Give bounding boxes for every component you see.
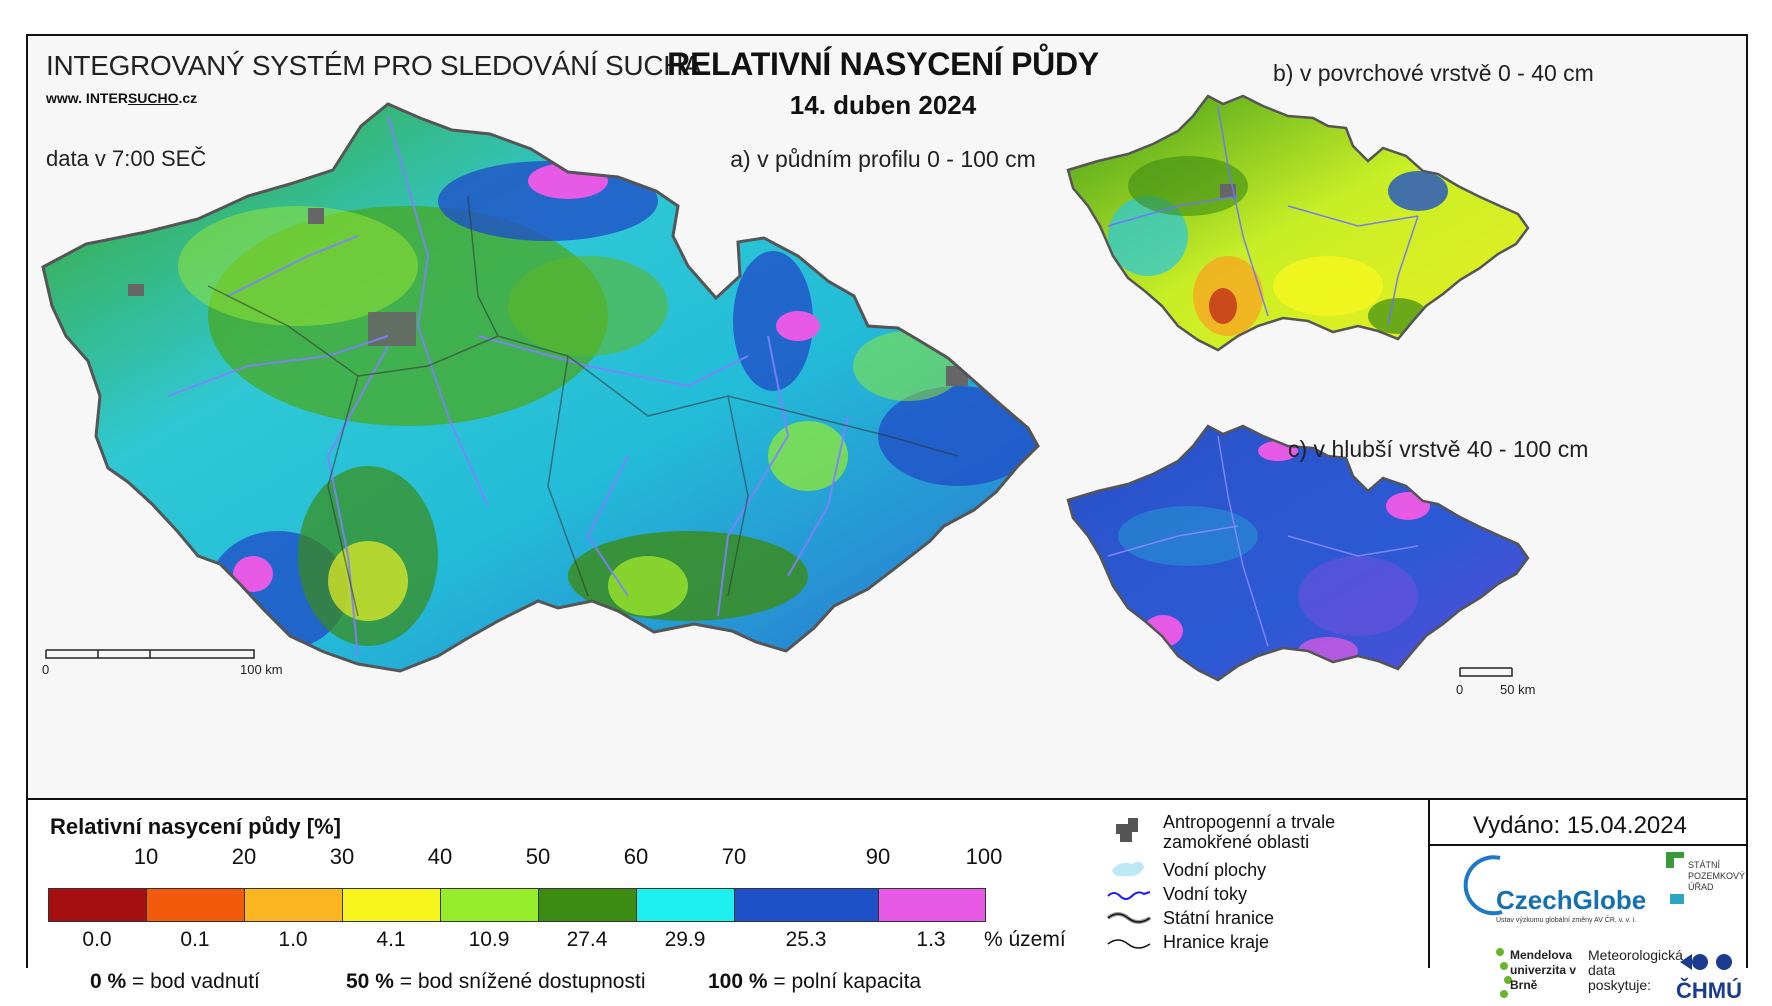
panel-b-label: b) v povrchové vrstvě 0 - 40 cm — [1273, 60, 1594, 86]
legend-class-swatch — [637, 889, 735, 921]
map-a-soil-profile — [41, 102, 1040, 673]
legend-break: 20 — [231, 844, 257, 869]
legend-class-swatch — [735, 889, 879, 921]
definition-value: 0 % — [90, 970, 127, 993]
chmu-logo-icon — [1680, 954, 1732, 970]
maps-svg — [41, 94, 1530, 682]
legend-class-swatch — [49, 889, 147, 921]
scale-main-end: 100 km — [240, 662, 283, 677]
symbol-label-river: Vodní toky — [1163, 884, 1248, 904]
symbol-label-state-border: Státní hranice — [1163, 908, 1275, 928]
map-frame: INTEGROVANÝ SYSTÉM PRO SLEDOVÁNÍ SUCHA w… — [26, 34, 1748, 1003]
map-date: 14. duben 2024 — [789, 90, 977, 120]
definition-value: 50 % — [346, 970, 394, 993]
footer-hline — [1430, 844, 1746, 846]
river-icon — [1107, 891, 1151, 900]
region-border-icon — [1107, 939, 1151, 949]
map-c-deeper-layer — [1066, 424, 1530, 682]
legend-class-swatch — [441, 889, 539, 921]
definition-text: = bod vadnutí — [132, 970, 260, 993]
website-link[interactable]: www. INTERSUCHO.cz — [46, 90, 197, 106]
definition-text: = bod snížené dostupnosti — [399, 970, 646, 993]
scale-bar-small — [1459, 667, 1513, 677]
symbol-label-region-border: Hranice kraje — [1163, 932, 1270, 952]
map-b-surface-layer — [1066, 94, 1530, 352]
legend-class-swatch — [147, 889, 245, 921]
legend-break: 30 — [329, 844, 355, 869]
mendel-dots-icon — [1496, 948, 1512, 998]
legend-area-pct: 0.0 — [82, 928, 112, 951]
legend-class-swatch — [879, 889, 985, 921]
legend-area-pct: 0.1 — [180, 928, 210, 951]
legend-break: 70 — [721, 844, 747, 869]
legend-break: 40 — [427, 844, 453, 869]
legend-class-swatch — [245, 889, 343, 921]
symbol-icons — [1106, 818, 1152, 949]
legend-title: Relativní nasycení půdy [%] — [50, 814, 341, 839]
map-area: INTEGROVANÝ SYSTÉM PRO SLEDOVÁNÍ SUCHA w… — [28, 36, 1746, 798]
scale-bar-main — [45, 649, 255, 659]
legend-break: 60 — [623, 844, 649, 869]
legend-break: 50 — [525, 844, 551, 869]
panel-a-label: a) v půdním profilu 0 - 100 cm — [730, 146, 1036, 172]
definition-capacity: 100 % = polní kapacita — [708, 970, 921, 994]
mendel-logo: Mendelova univerzita v Brně — [1510, 948, 1577, 992]
spu-logo-icon — [1666, 852, 1684, 904]
legend-colorbar — [48, 888, 986, 922]
symbol-label-water: Vodní plochy — [1163, 860, 1267, 880]
definition-wilting: 0 % = bod vadnutí — [90, 970, 260, 994]
website-suffix: .cz — [178, 90, 198, 106]
czechglobe-logo-icon — [1463, 855, 1503, 916]
system-title: INTEGROVANÝ SYSTÉM PRO SLEDOVÁNÍ SUCHA — [46, 50, 702, 81]
scale-small-start: 0 — [1456, 682, 1464, 697]
footer-divider — [1428, 800, 1430, 968]
definition-text: = polní kapacita — [773, 970, 922, 993]
scale-main-start: 0 — [42, 662, 50, 677]
data-time: data v 7:00 SEČ — [46, 146, 207, 171]
legend-break: 90 — [865, 844, 891, 869]
legend-class-swatch — [343, 889, 441, 921]
chmu-logo: ČHMÚ — [1676, 978, 1742, 1003]
legend-area-pct: 27.4 — [566, 928, 608, 951]
water-body-icon — [1112, 861, 1144, 877]
scale-small-end: 50 km — [1500, 682, 1536, 697]
issued-date: Vydáno: 15.04.2024 — [1473, 812, 1687, 839]
website-underlined: SUCHO — [127, 90, 179, 106]
legend-break: 100 — [965, 844, 1003, 869]
legend-area-pct: 10.9 — [468, 928, 510, 951]
main-title: RELATIVNÍ NASYCENÍ PŮDY — [667, 46, 1099, 82]
czechglobe-logo: CzechGlobe — [1496, 885, 1647, 915]
legend-area-pct: 29.9 — [664, 928, 706, 951]
legend-class-swatch — [539, 889, 637, 921]
meteo-credit: Meteorologická data poskytuje: — [1588, 947, 1683, 993]
definition-value: 100 % — [708, 970, 768, 993]
legend-area-pct: 1.0 — [278, 928, 308, 951]
legend-area-pct: 1.3 — [916, 928, 946, 951]
urban-area-icon — [1116, 818, 1138, 842]
legend-area-pct: 4.1 — [376, 928, 406, 951]
panel-c-label: c) v hlubší vrstvě 40 - 100 cm — [1288, 436, 1589, 462]
symbol-label-urban: Antropogenní a trvale zamokřené oblasti — [1163, 812, 1336, 852]
legend-area-pct: 25.3 — [785, 928, 827, 951]
legend-unit: % území — [984, 928, 1066, 951]
legend-panel: Relativní nasycení půdy [%] 10 20 30 40 … — [28, 798, 1746, 1003]
definition-reduced: 50 % = bod snížené dostupnosti — [346, 970, 645, 994]
czechglobe-subtitle: Ústav výzkumu globální změny AV ČR, v. v… — [1496, 917, 1637, 924]
state-border-icon — [1106, 912, 1152, 924]
spu-logo: STÁTNÍ POZEMKOVÝ ÚŘAD — [1688, 860, 1746, 892]
website-prefix: www. INTER — [46, 90, 128, 106]
legend-break: 10 — [133, 844, 159, 869]
